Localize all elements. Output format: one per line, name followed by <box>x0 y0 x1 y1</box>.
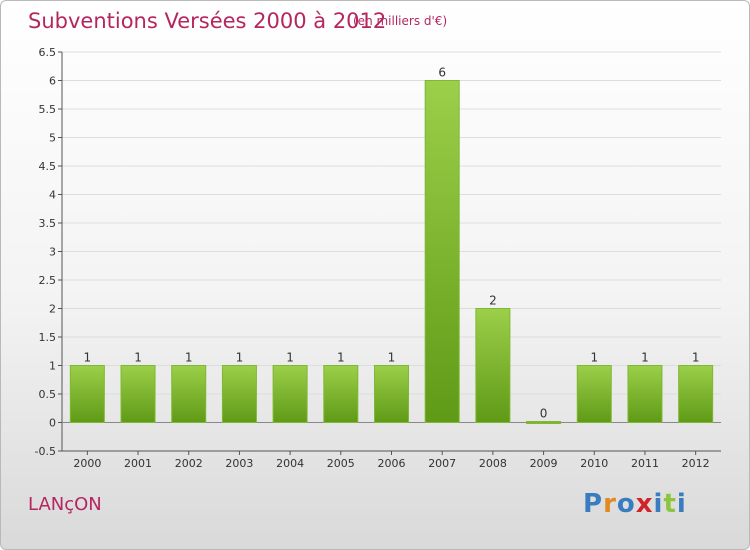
y-tick-label: 3 <box>49 246 56 259</box>
y-tick-label: 2 <box>49 303 56 316</box>
y-tick-label: 3.5 <box>39 217 57 230</box>
bar-2003[interactable] <box>221 365 257 423</box>
data-label-2001: 1 <box>134 351 142 365</box>
bar-2011[interactable] <box>627 365 663 423</box>
x-tick-label-2004: 2004 <box>276 457 304 470</box>
x-tick-label-2005: 2005 <box>327 457 355 470</box>
chart-subtitle: (en milliers d'€) <box>353 14 448 28</box>
logo-letter: x <box>635 489 654 519</box>
y-tick-label: 5 <box>49 132 56 145</box>
bar-2001[interactable] <box>120 365 156 423</box>
x-tick-label-2012: 2012 <box>682 457 710 470</box>
y-tick-label: 2.5 <box>39 274 57 287</box>
data-label-2012: 1 <box>692 351 700 365</box>
y-tick-label: 1.5 <box>39 331 57 344</box>
data-label-2000: 1 <box>84 351 92 365</box>
data-label-2006: 1 <box>388 351 396 365</box>
x-tick-label-2003: 2003 <box>225 457 253 470</box>
bar-2009[interactable] <box>526 421 562 424</box>
logo-letter: r <box>603 489 617 519</box>
bar-2004[interactable] <box>272 365 308 423</box>
bar-2008[interactable] <box>475 308 511 423</box>
x-tick-label-2002: 2002 <box>175 457 203 470</box>
bar-2000[interactable] <box>69 365 105 423</box>
bar-2005[interactable] <box>323 365 359 423</box>
chart-title: Subventions Versées 2000 à 2012 <box>28 9 387 33</box>
proxiti-logo[interactable]: Proxiti <box>583 489 687 519</box>
logo-letter: t <box>663 489 677 519</box>
data-label-2008: 2 <box>489 294 497 308</box>
x-tick-label-2009: 2009 <box>530 457 558 470</box>
x-tick-label-2008: 2008 <box>479 457 507 470</box>
y-tick-label: 5.5 <box>39 103 57 116</box>
logo-letter: o <box>616 489 636 519</box>
bars <box>69 80 714 424</box>
y-tick-label: 0 <box>49 417 56 430</box>
logo-letter: i <box>653 489 664 519</box>
y-tick-label: 6 <box>49 75 56 88</box>
logo-letter: P <box>583 489 604 519</box>
data-label-2005: 1 <box>337 351 345 365</box>
axes: -0.5 0 0.5 1 1.5 2 2.5 3 3.5 4 4.5 5 5.5 6 6.5 2000 2001… <box>35 46 721 470</box>
y-tick-label: -0.5 <box>35 445 56 458</box>
data-label-2010: 1 <box>590 351 598 365</box>
data-label-2003: 1 <box>236 351 244 365</box>
x-tick-label-2006: 2006 <box>378 457 406 470</box>
logo-letter: i <box>676 489 687 519</box>
x-tick-label-2007: 2007 <box>428 457 456 470</box>
y-tick-label: 1 <box>49 360 56 373</box>
data-label-2009: 0 <box>540 407 548 421</box>
y-tick-label: 6.5 <box>39 46 57 59</box>
data-label-2002: 1 <box>185 351 193 365</box>
x-tick-label-2000: 2000 <box>73 457 101 470</box>
place-name: LANçON <box>28 494 102 515</box>
x-tick-label-2001: 2001 <box>124 457 152 470</box>
data-label-2004: 1 <box>286 351 294 365</box>
bar-2006[interactable] <box>374 365 409 423</box>
data-labels: 1 1 1 1 1 1 1 6 2 0 1 1 1 <box>84 66 700 421</box>
x-tick-label-2011: 2011 <box>631 457 659 470</box>
y-tick-label: 0.5 <box>39 388 57 401</box>
data-label-2011: 1 <box>641 351 649 365</box>
y-tick-label: 4.5 <box>39 160 57 173</box>
y-tick-label: 4 <box>49 189 56 202</box>
bar-2012[interactable] <box>678 365 714 423</box>
bar-2010[interactable] <box>576 365 612 423</box>
x-tick-label-2010: 2010 <box>580 457 608 470</box>
bar-2007[interactable] <box>424 80 460 423</box>
data-label-2007: 6 <box>438 66 446 80</box>
bar-2002[interactable] <box>171 365 207 423</box>
